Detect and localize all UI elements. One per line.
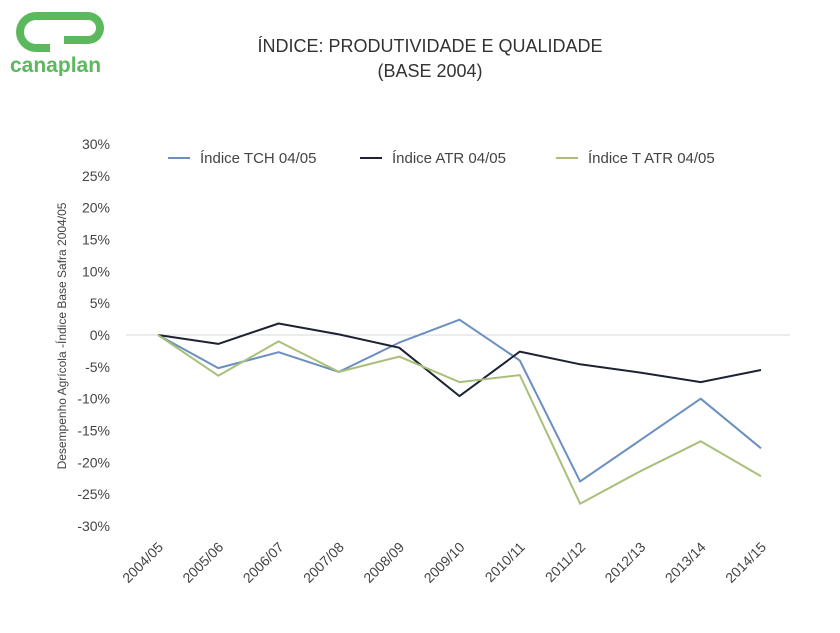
x-tick-label: 2005/06 bbox=[179, 539, 226, 586]
x-tick-labels: 2004/05 2005/06 2006/07 2007/08 2008/09 2009/… bbox=[119, 539, 769, 586]
logo-text: canaplan bbox=[10, 54, 101, 76]
legend-label: Índice TCH 04/05 bbox=[200, 150, 316, 167]
series-lines bbox=[157, 318, 762, 505]
y-tick-label: 10% bbox=[82, 263, 110, 279]
logo-mark bbox=[16, 12, 104, 52]
legend-label: Índice ATR 04/05 bbox=[392, 150, 506, 167]
series-line-2 bbox=[157, 322, 762, 398]
x-tick-label: 2010/11 bbox=[482, 539, 529, 586]
y-tick-label: 30% bbox=[82, 136, 110, 152]
x-tick-label: 2008/09 bbox=[360, 539, 407, 586]
chart-title: ÍNDICE: PRODUTIVIDADE E QUALIDADE bbox=[257, 36, 602, 56]
y-tick-label: -10% bbox=[77, 391, 110, 407]
x-tick-label: 2006/07 bbox=[240, 539, 287, 586]
x-tick-label: 2007/08 bbox=[300, 539, 347, 586]
y-tick-label: -20% bbox=[77, 454, 110, 470]
y-tick-label: -30% bbox=[77, 518, 110, 534]
y-tick-labels: 30% 25% 20% 15% 10% 5% 0% -5% -10% -15% -20% -25% -3… bbox=[77, 136, 110, 534]
x-tick-label: 2014/15 bbox=[722, 539, 769, 586]
y-tick-label: 25% bbox=[82, 168, 110, 184]
y-tick-label: 5% bbox=[90, 295, 110, 311]
y-tick-label: 0% bbox=[90, 327, 110, 343]
series-line-1 bbox=[157, 318, 762, 483]
y-tick-label: 20% bbox=[82, 200, 110, 216]
x-tick-label: 2013/14 bbox=[662, 539, 709, 586]
x-tick-label: 2004/05 bbox=[119, 539, 166, 586]
x-tick-label: 2011/12 bbox=[542, 539, 589, 586]
legend: Índice TCH 04/05 Índice ATR 04/05 Índice T… bbox=[168, 150, 715, 167]
y-tick-label: -25% bbox=[77, 486, 110, 502]
y-tick-label: -15% bbox=[77, 423, 110, 439]
y-axis-label: Desempenho Agrícola -Índice Base Safra 2… bbox=[54, 202, 69, 469]
y-tick-label: -5% bbox=[85, 359, 110, 375]
y-tick-label: 15% bbox=[82, 232, 110, 248]
chart-subtitle: (BASE 2004) bbox=[377, 61, 482, 81]
legend-label: Índice T ATR 04/05 bbox=[588, 150, 715, 167]
canaplan-logo: canaplan bbox=[10, 12, 104, 76]
x-tick-label: 2009/10 bbox=[421, 539, 468, 586]
series-line-3 bbox=[157, 334, 762, 505]
x-tick-label: 2012/13 bbox=[601, 539, 648, 586]
